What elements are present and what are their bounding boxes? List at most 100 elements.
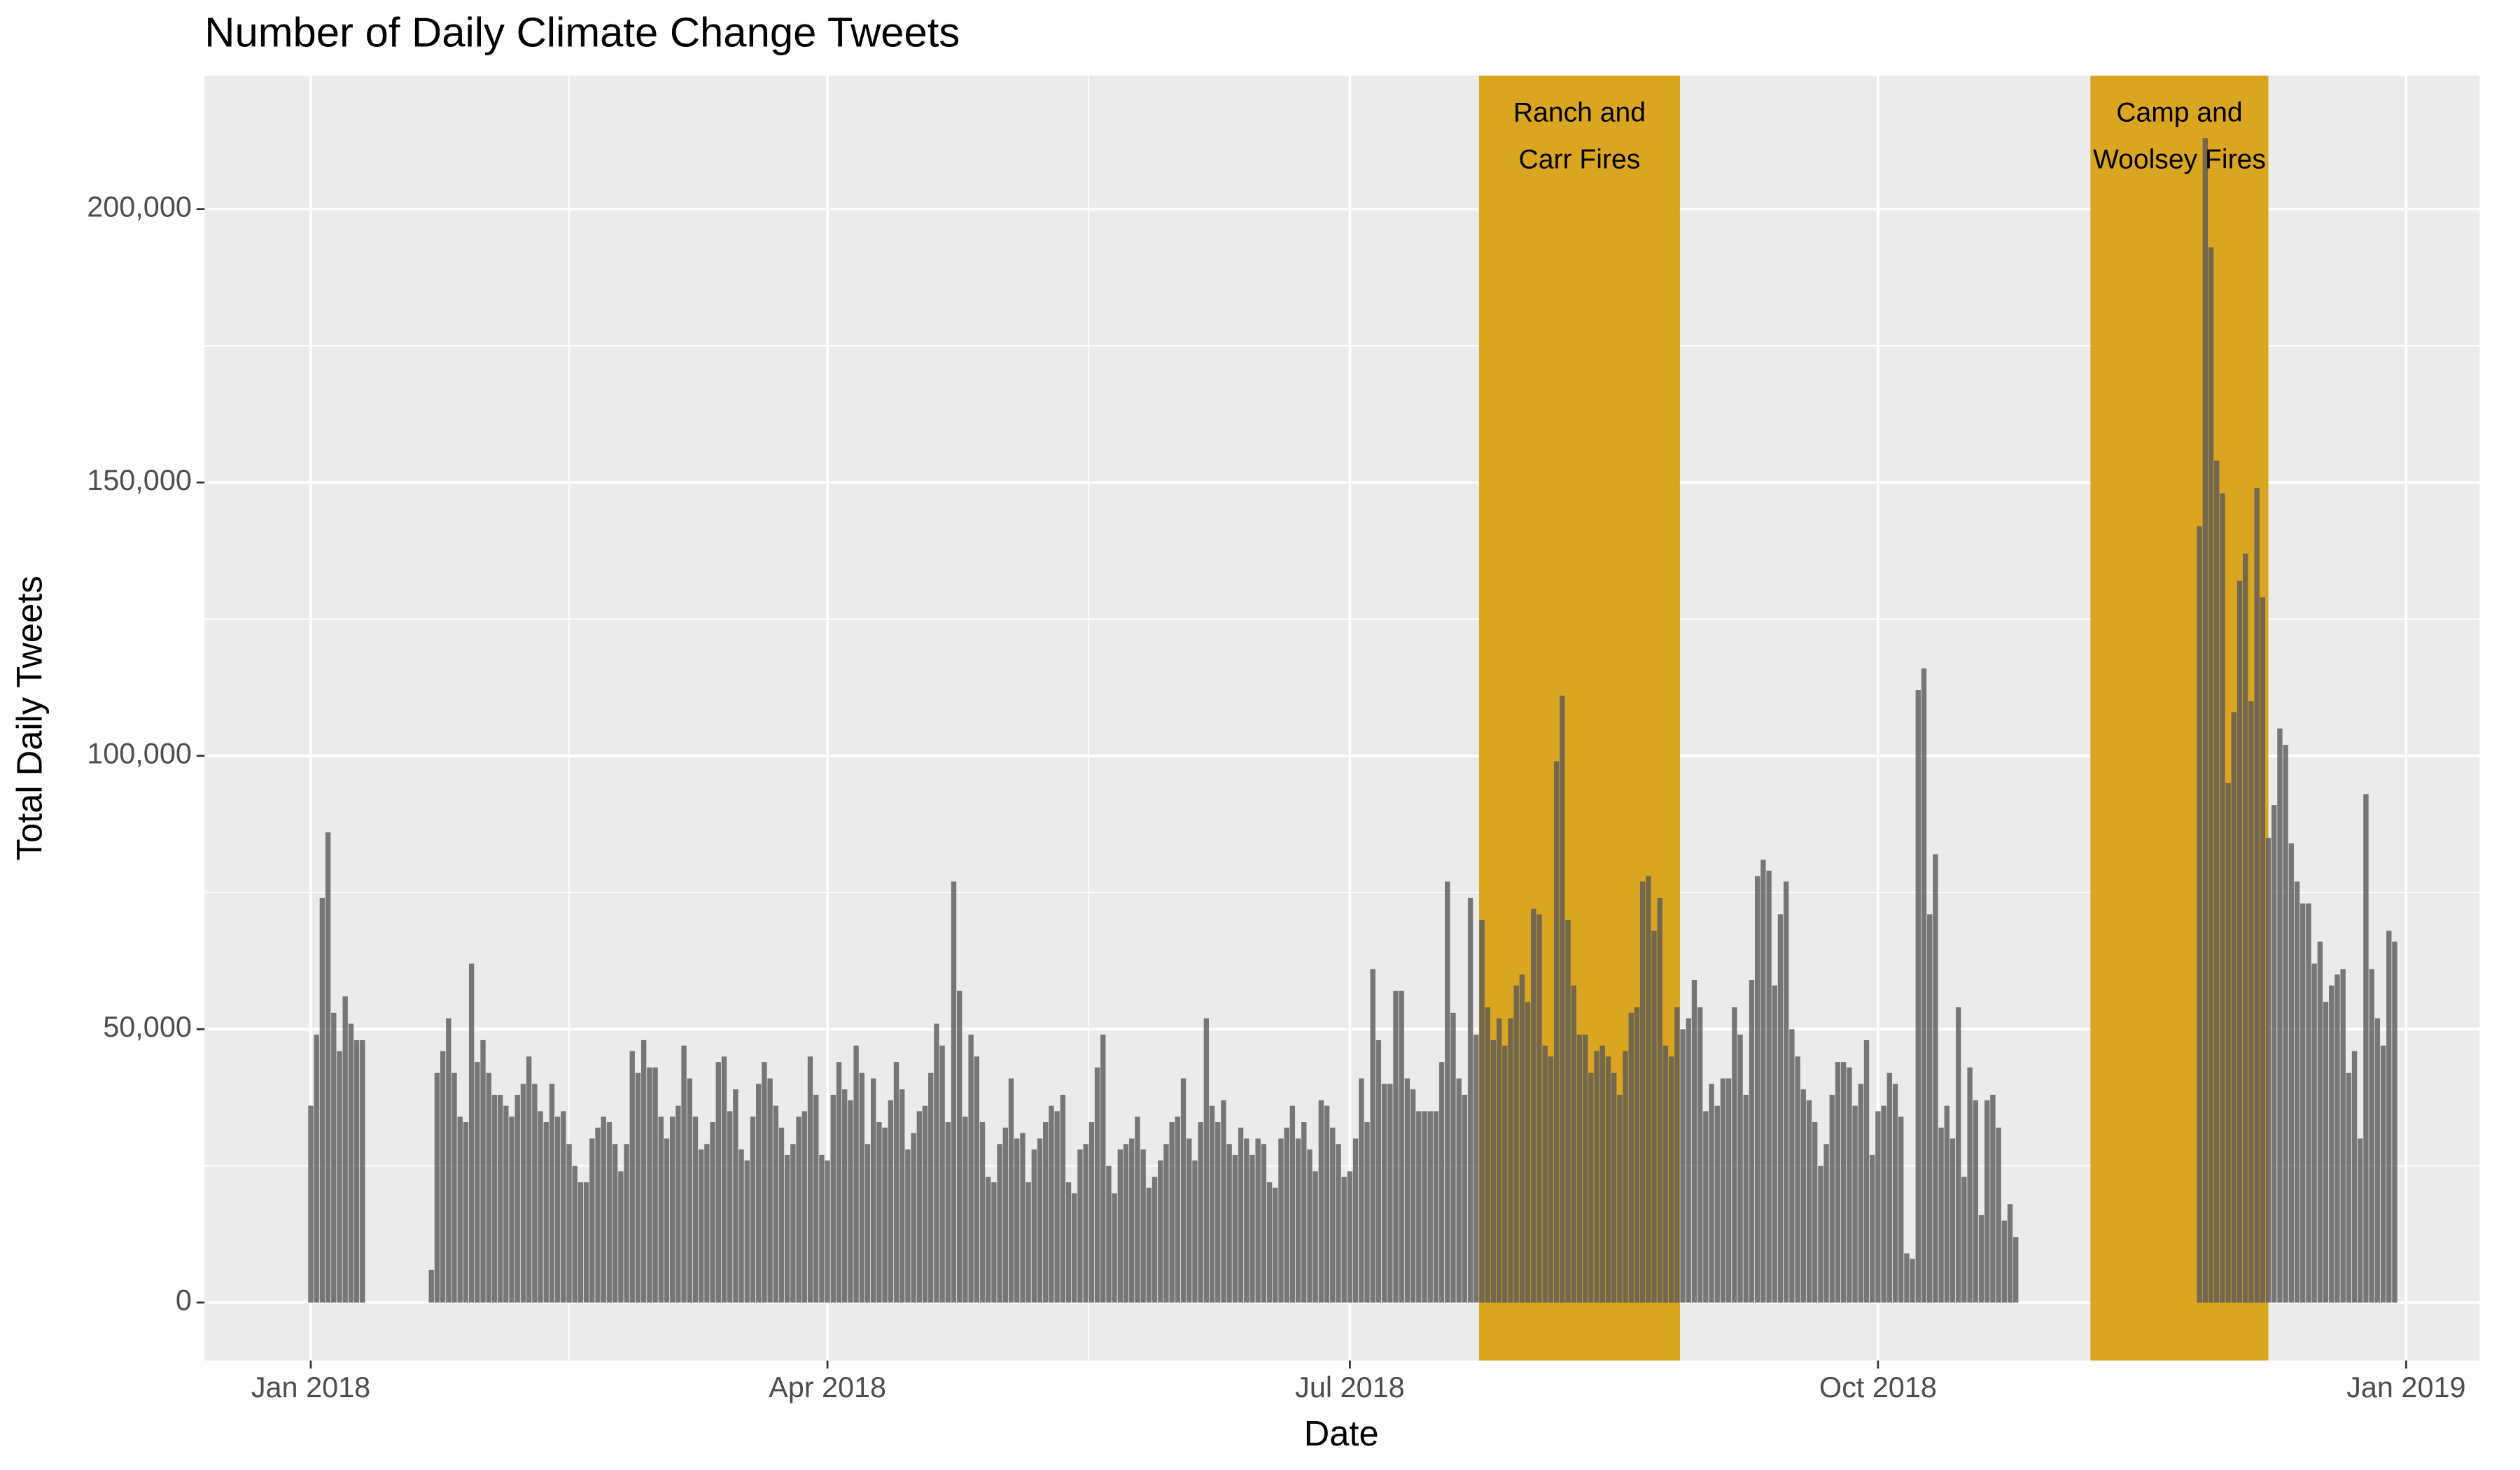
bar	[549, 1084, 555, 1303]
bar	[807, 1056, 813, 1303]
bar	[1060, 1094, 1066, 1303]
bar	[1341, 1177, 1347, 1303]
bar	[692, 1116, 699, 1303]
bar	[1347, 1171, 1353, 1303]
bar	[2260, 597, 2266, 1303]
bar	[882, 1127, 888, 1303]
bar	[2197, 526, 2202, 1303]
bar	[974, 1056, 980, 1303]
bar	[762, 1062, 767, 1303]
bar	[1651, 930, 1657, 1303]
bar	[583, 1182, 589, 1303]
bar	[647, 1067, 652, 1303]
bar	[1502, 1045, 1508, 1303]
bar	[1600, 1045, 1605, 1303]
bar	[1944, 1105, 1949, 1303]
bar	[1359, 1078, 1364, 1303]
bar	[554, 1116, 561, 1303]
bar	[687, 1078, 692, 1303]
bar	[876, 1122, 882, 1303]
y-tick-label: 100,000	[87, 738, 192, 770]
bar	[681, 1045, 687, 1303]
bar	[1014, 1138, 1020, 1303]
bar	[1008, 1078, 1014, 1303]
bar	[1904, 1253, 1910, 1303]
bar	[1709, 1084, 1714, 1303]
bar	[1456, 1078, 1462, 1303]
bar	[1858, 1084, 1863, 1303]
x-tick-label: Oct 2018	[1819, 1371, 1937, 1404]
bar	[1560, 695, 1565, 1303]
bar	[2265, 837, 2272, 1303]
bar	[738, 1149, 744, 1303]
bar	[2013, 1237, 2019, 1303]
bar	[1106, 1166, 1112, 1303]
bar	[704, 1144, 710, 1303]
bar	[1427, 1111, 1433, 1303]
bar	[830, 1094, 836, 1303]
bar	[348, 1023, 354, 1303]
bar	[2346, 1072, 2352, 1303]
bar	[1714, 1105, 1720, 1303]
bar	[928, 1072, 934, 1303]
bar	[451, 1072, 457, 1303]
bar	[934, 1023, 939, 1303]
bar	[1284, 1127, 1289, 1303]
bar	[750, 1116, 756, 1303]
bar	[1273, 1187, 1278, 1303]
bar	[1674, 1007, 1680, 1303]
bar	[1754, 876, 1760, 1303]
bar	[1978, 1214, 1984, 1303]
bar	[1072, 1193, 1077, 1303]
bar	[1646, 876, 1651, 1303]
bar	[1399, 990, 1404, 1303]
bar	[1789, 1029, 1795, 1303]
bar	[566, 1144, 572, 1303]
bar	[962, 1116, 968, 1303]
bar	[1565, 920, 1571, 1303]
bar	[1094, 1067, 1100, 1303]
bar	[727, 1111, 733, 1303]
bar	[1123, 1144, 1129, 1303]
bar	[905, 1149, 911, 1303]
bar	[1531, 909, 1536, 1303]
bar	[1364, 1122, 1370, 1303]
bar	[1054, 1111, 1060, 1303]
bar	[1370, 969, 1376, 1303]
bar	[1961, 1177, 1967, 1303]
bar	[589, 1138, 595, 1303]
bar	[1852, 1105, 1858, 1303]
bar	[790, 1144, 796, 1303]
bar	[957, 990, 962, 1303]
bar	[1318, 1100, 1324, 1303]
bar	[1973, 1100, 1978, 1303]
bar	[1800, 1089, 1806, 1303]
bar	[676, 1105, 681, 1303]
bar	[2236, 580, 2243, 1303]
bar	[1175, 1116, 1181, 1303]
bar	[1163, 1144, 1169, 1303]
bar	[945, 1122, 951, 1303]
bar	[1158, 1160, 1163, 1303]
bar	[744, 1160, 750, 1303]
bar	[2277, 728, 2283, 1303]
bar	[1117, 1149, 1124, 1303]
bar	[337, 1051, 342, 1303]
bar	[698, 1149, 704, 1303]
bar	[635, 1072, 641, 1303]
bar	[1215, 1122, 1221, 1303]
bar	[922, 1105, 928, 1303]
bar	[991, 1182, 997, 1303]
bar	[1772, 985, 1777, 1303]
y-axis-title: Total Daily Tweets	[10, 575, 50, 860]
bar	[2214, 460, 2220, 1303]
bar	[2272, 805, 2277, 1303]
bar	[1289, 1105, 1296, 1303]
bar	[1336, 1144, 1341, 1303]
y-tick-label: 0	[176, 1284, 192, 1317]
bar	[640, 1040, 647, 1303]
bar	[859, 1072, 864, 1303]
bar	[1416, 1111, 1422, 1303]
bar	[331, 1012, 337, 1303]
